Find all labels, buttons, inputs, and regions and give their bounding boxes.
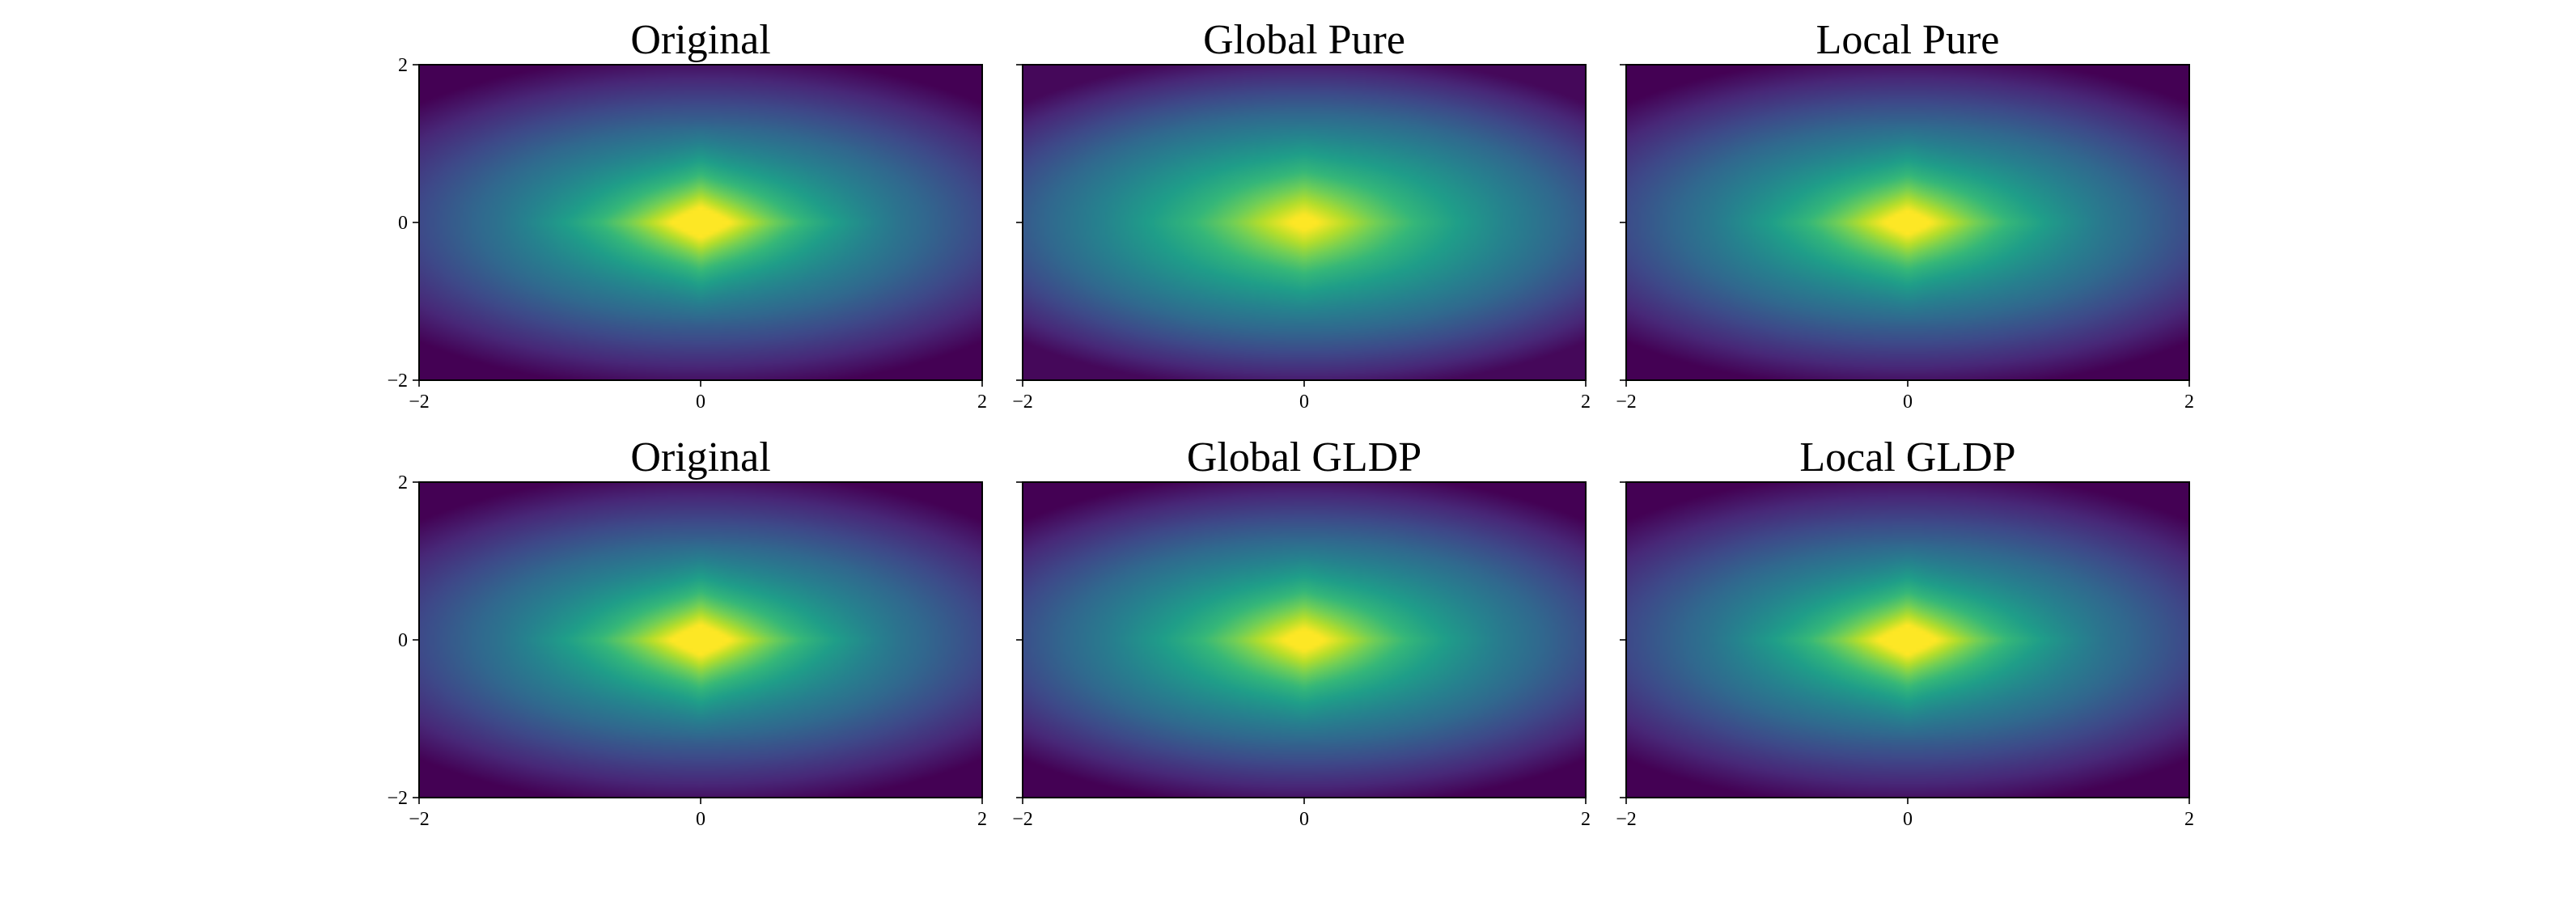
- y-tick-label: 2: [398, 55, 408, 76]
- panel-title: Original: [630, 17, 770, 63]
- heatmap-image: [419, 65, 982, 380]
- x-tick-label: −2: [409, 809, 430, 830]
- y-tick-label: −2: [387, 370, 408, 392]
- panel-title: Global Pure: [1203, 17, 1405, 63]
- panel-1: Original −2 0 2 −2 0 2: [387, 17, 987, 413]
- panel-title: Global GLDP: [1187, 434, 1421, 481]
- x-tick-label: 0: [696, 392, 705, 413]
- x-tick-label: 0: [696, 809, 705, 830]
- panel-title: Original: [630, 434, 770, 481]
- heatmap-image: [1626, 65, 2189, 380]
- y-tick-label: −2: [387, 788, 408, 809]
- x-tick-label: 2: [1581, 392, 1591, 413]
- x-tick-label: 2: [977, 809, 987, 830]
- x-tick-label: 2: [1581, 809, 1591, 830]
- x-tick-label: 2: [2184, 809, 2194, 830]
- y-tick-label: 0: [398, 630, 408, 651]
- panel-3: Local Pure −2 0 2: [1616, 17, 2194, 413]
- x-tick-label: −2: [1012, 809, 1033, 830]
- x-tick-label: −2: [1616, 809, 1637, 830]
- heatmap-image: [419, 482, 982, 798]
- x-tick-label: −2: [1012, 392, 1033, 413]
- heatmap-image: [1023, 482, 1586, 798]
- x-tick-label: 0: [1299, 809, 1309, 830]
- y-tick-label: 2: [398, 472, 408, 493]
- x-tick-label: 0: [1903, 809, 1913, 830]
- x-tick-label: −2: [1616, 392, 1637, 413]
- panel-title: Local GLDP: [1799, 434, 2015, 481]
- x-tick-label: 0: [1903, 392, 1913, 413]
- x-tick-label: 0: [1299, 392, 1309, 413]
- y-tick-label: 0: [398, 213, 408, 234]
- panel-2: Global Pure −2 0 2: [1012, 17, 1591, 413]
- panel-6: Local GLDP −2 0 2: [1616, 434, 2194, 830]
- x-tick-label: −2: [409, 392, 430, 413]
- panel-4: Original −2 0 2 −2 0 2: [387, 434, 987, 830]
- x-tick-label: 2: [2184, 392, 2194, 413]
- panel-title: Local Pure: [1816, 17, 2000, 63]
- heatmap-image: [1626, 482, 2189, 798]
- heatmap-image: [1023, 65, 1586, 380]
- x-tick-label: 2: [977, 392, 987, 413]
- panel-5: Global GLDP −2 0 2: [1012, 434, 1591, 830]
